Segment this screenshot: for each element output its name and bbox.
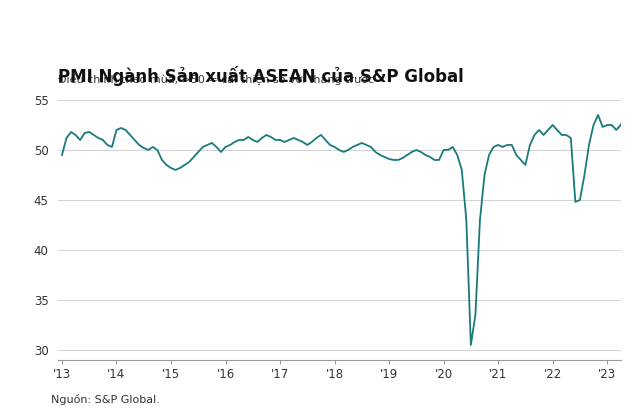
Text: Nguồn: S&P Global.: Nguồn: S&P Global. xyxy=(51,394,160,405)
Text: Điều chỉnh theo mùa, >50 = cải thiện so với tháng trước: Điều chỉnh theo mùa, >50 = cải thiện so … xyxy=(58,74,374,85)
Text: PMI Ngành Sản xuất ASEAN của S&P Global: PMI Ngành Sản xuất ASEAN của S&P Global xyxy=(58,66,463,85)
